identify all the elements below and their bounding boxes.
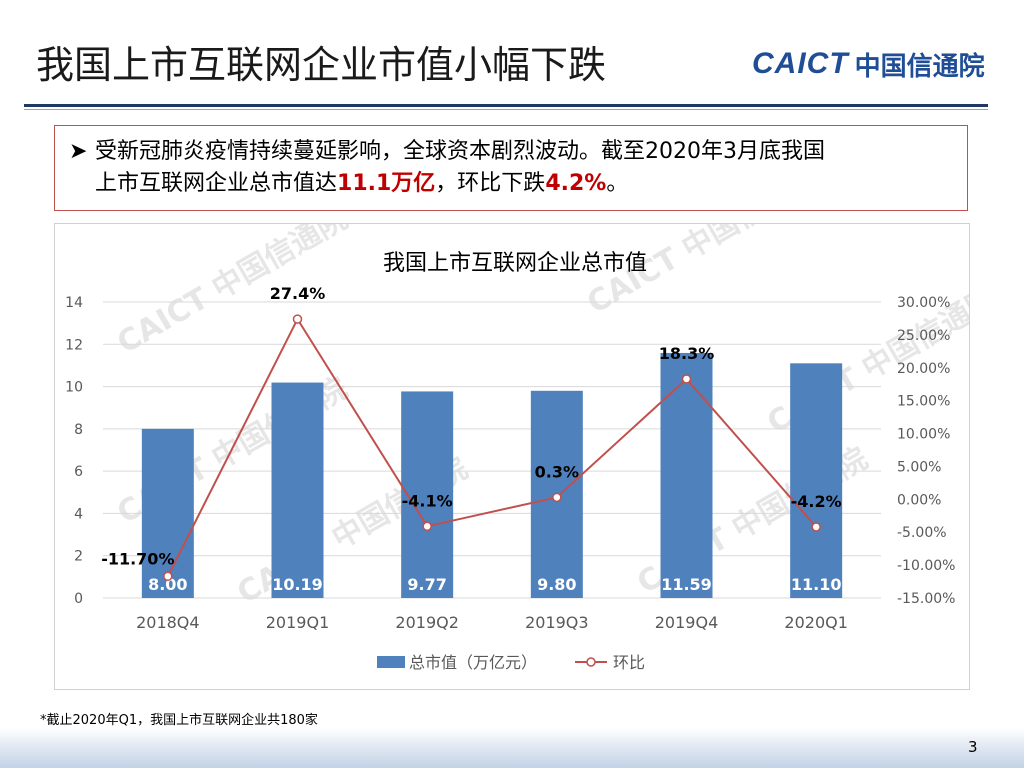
chart-container: CAICT 中国信通院 CAICT 中国信通院 CAICT 中国信通院 CAICT 中… (54, 161, 1004, 690)
y-tick-label: 10 (65, 380, 83, 396)
bar (271, 382, 324, 598)
callout-line2-post: 。 (606, 171, 629, 196)
bar-value-label: 9.80 (537, 575, 576, 594)
footnote: *截止2020年Q1，我国上市互联网企业共180家 (40, 713, 318, 728)
y-tick-label: 2 (74, 549, 83, 565)
line-value-label: 18.3% (659, 344, 715, 363)
bar-series (141, 352, 843, 598)
y-tick-label: 8 (74, 422, 83, 438)
line-point (811, 522, 821, 532)
arrow-bullet-icon: ➤ (69, 139, 88, 164)
y2-tick-label: 10.00% (897, 427, 950, 443)
chart-legend: 总市值（万亿元） 环比 (377, 653, 645, 672)
slide-title: 我国上市互联网企业市值小幅下跌 (36, 43, 607, 87)
y2-tick-label: 0.00% (897, 492, 941, 508)
legend-bar-label: 总市值（万亿元） (409, 653, 537, 672)
bar (660, 352, 713, 598)
callout-line1-text: 受新冠肺炎疫情持续蔓延影响，全球资本剧烈波动。截至2020年3月底我国 (95, 139, 825, 164)
y2-tick-label: -5.00% (897, 525, 947, 541)
x-tick-label: 2019Q1 (266, 613, 330, 632)
line-value-label: -4.1% (402, 491, 453, 510)
y-tick-label: 0 (74, 591, 83, 607)
callout-line-2: 上市互联网企业总市值达11.1万亿，环比下跌4.2%。 (69, 168, 949, 200)
y2-tick-label: 15.00% (897, 394, 950, 410)
legend-bar-swatch (377, 656, 405, 668)
y2-tick-label: -10.00% (897, 558, 955, 574)
callout-highlight-percent: 4.2% (545, 171, 607, 196)
bar-value-label: 11.10 (791, 575, 842, 594)
bar-value-label: 11.59 (661, 575, 712, 594)
caict-logo: CAICT 中国信通院 (752, 44, 985, 84)
y2-tick-label: -15.00% (897, 591, 955, 607)
summary-callout: ➤ 受新冠肺炎疫情持续蔓延影响，全球资本剧烈波动。截至2020年3月底我国 上市互… (54, 125, 968, 211)
page-number: 3 (968, 738, 978, 756)
y2-tick-label: 30.00% (897, 295, 950, 311)
x-tick-label: 2019Q3 (525, 613, 589, 632)
line-point (422, 521, 432, 532)
line-series (163, 314, 821, 582)
y-tick-label: 14 (65, 295, 83, 311)
callout-line2-mid: ，环比下跌 (435, 171, 546, 196)
y2-tick-label: 5.00% (897, 459, 941, 475)
gridlines (103, 301, 881, 599)
callout-line-1: ➤ 受新冠肺炎疫情持续蔓延影响，全球资本剧烈波动。截至2020年3月底我国 (69, 136, 949, 168)
callout-highlight-value: 11.1万亿 (337, 171, 436, 196)
bar-value-label: 8.00 (148, 575, 187, 594)
line-value-label: 27.4% (270, 284, 326, 303)
y-tick-label: 12 (65, 337, 83, 353)
x-tick-label: 2019Q4 (655, 613, 719, 632)
line-point (681, 374, 692, 384)
callout-text: ➤ 受新冠肺炎疫情持续蔓延影响，全球资本剧烈波动。截至2020年3月底我国 上市互… (69, 136, 949, 200)
bar (141, 428, 194, 598)
x-axis-labels: 2018Q4 2019Q1 2019Q2 2019Q3 2019Q4 2020Q1 (136, 613, 848, 632)
line-value-label: -11.70% (101, 549, 174, 568)
bar (790, 363, 843, 598)
x-tick-label: 2019Q2 (395, 613, 459, 632)
line-value-label: -4.2% (791, 492, 842, 511)
line-path (166, 317, 817, 577)
title-divider (24, 104, 988, 107)
chart-title: 我国上市互联网企业总市值 (383, 251, 647, 276)
x-tick-label: 2018Q4 (136, 613, 200, 632)
y-axis-labels: 0 2 4 6 8 10 12 14 (65, 295, 83, 607)
y2-axis-labels: -15.00% -10.00% -5.00% 0.00% 5.00% 10.00% 15.0… (897, 295, 955, 607)
title-divider-thin (24, 109, 988, 110)
bar-value-label: 10.19 (272, 575, 323, 594)
line-point (163, 571, 173, 582)
y2-tick-label: 25.00% (897, 328, 950, 344)
bar-value-label: 9.77 (407, 575, 446, 594)
line-point (292, 314, 303, 324)
line-point (552, 492, 562, 503)
legend-line-label: 环比 (613, 653, 645, 672)
line-data-labels: -11.70% 27.4% -4.1% 0.3% 18.3% -4.2% (101, 284, 841, 568)
legend-line-marker (586, 657, 596, 667)
y-tick-label: 6 (74, 464, 83, 480)
callout-line2-pre: 上市互联网企业总市值达 (95, 171, 338, 196)
footer-band (0, 728, 1024, 768)
logo-cn: 中国信通院 (854, 51, 985, 82)
y2-tick-label: 20.00% (897, 361, 950, 377)
line-value-label: 0.3% (535, 462, 579, 481)
bar-data-labels: 8.00 10.19 9.77 9.80 11.59 11.10 (148, 575, 841, 594)
bar (401, 391, 454, 598)
x-tick-label: 2020Q1 (784, 613, 848, 632)
logo-en: CAICT (752, 47, 849, 80)
y-tick-label: 4 (74, 506, 83, 522)
